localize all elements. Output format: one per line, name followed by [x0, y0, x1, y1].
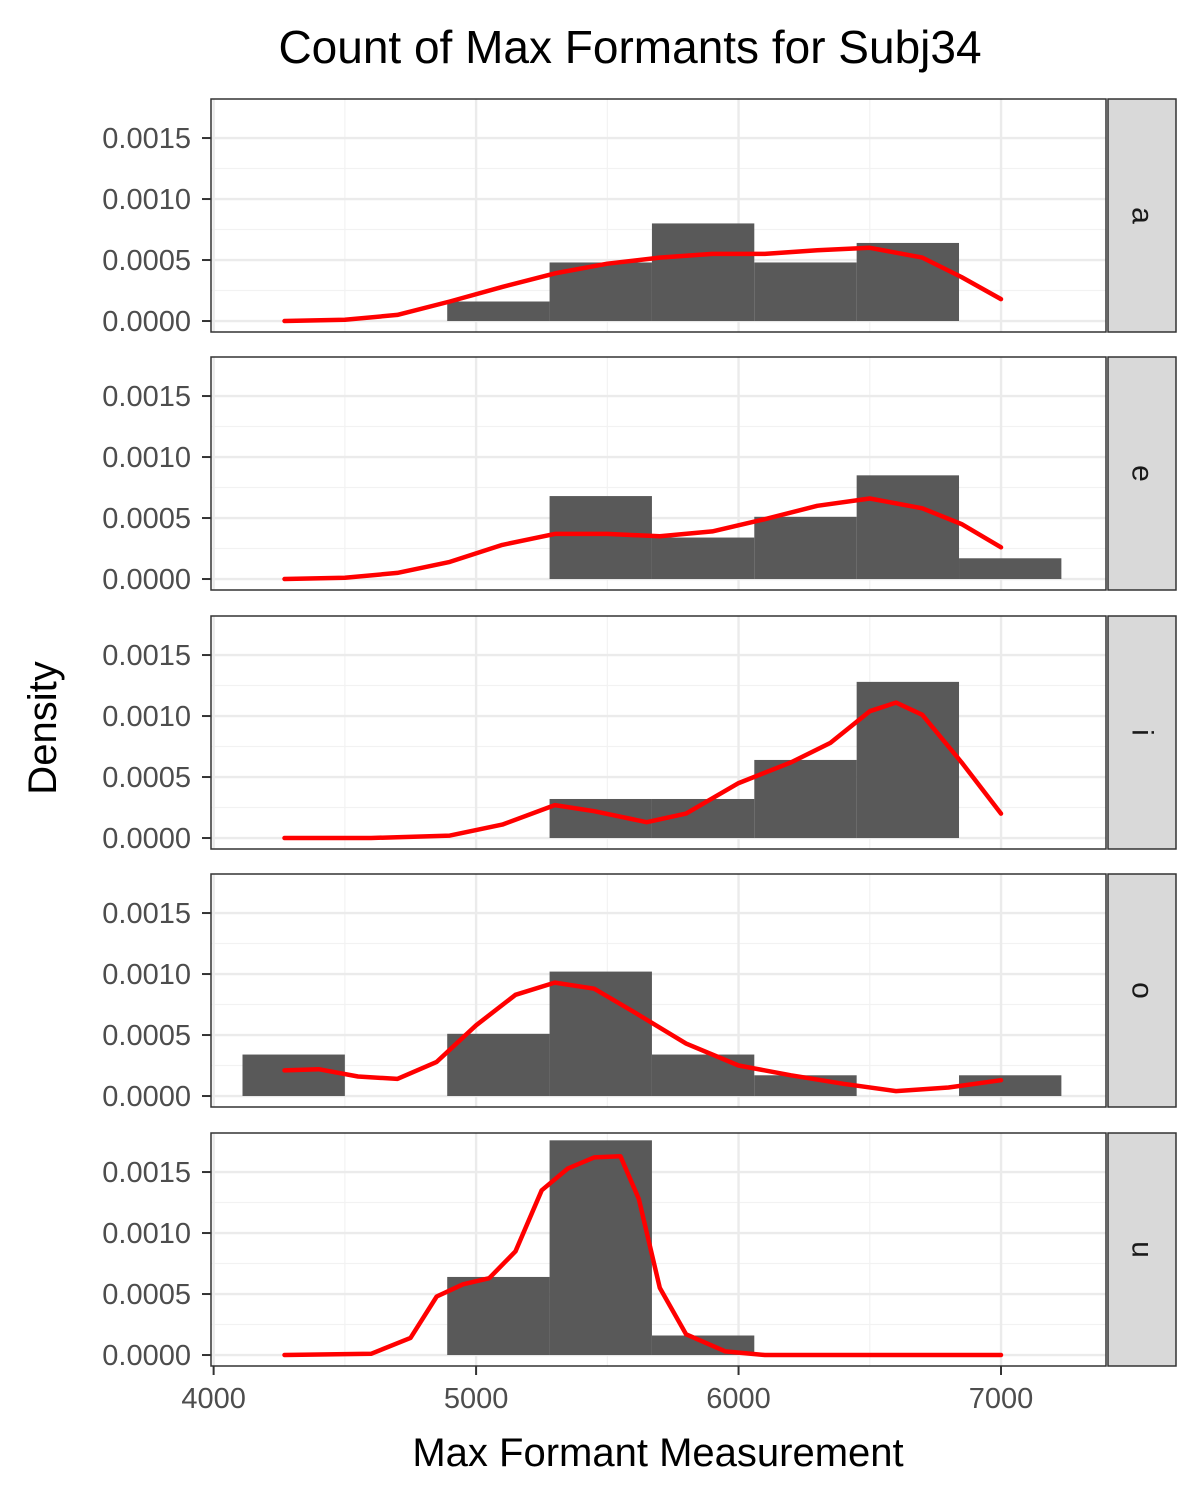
histogram-bar	[447, 1033, 550, 1097]
facet-panel-o: 0.0000 0.0005 0.0010 0.0015 o	[102, 873, 1177, 1113]
x-axis-title: Max Formant Measurement	[412, 1431, 903, 1475]
facet-strip-label: o	[1126, 982, 1159, 999]
y-tick-label: 0.0015	[102, 640, 191, 672]
chart-title: Count of Max Formants for Subj34	[278, 21, 981, 73]
histogram-bar	[651, 1054, 755, 1097]
y-tick-label: 0.0000	[102, 306, 191, 338]
histogram-bar	[959, 558, 1062, 580]
facet-strip-label: i	[1126, 729, 1159, 736]
y-tick-label: 0.0000	[102, 564, 191, 596]
density-curve	[282, 496, 1004, 582]
y-tick-label: 0.0000	[102, 1340, 191, 1372]
facet-strip	[1107, 356, 1177, 591]
histogram-bar	[651, 223, 755, 322]
histogram-bar	[754, 516, 857, 580]
y-tick-label: 0.0015	[102, 1157, 191, 1189]
facet-strip-label: e	[1126, 465, 1159, 482]
panel-border	[210, 873, 1107, 1108]
x-tick-label: 4000	[181, 1383, 246, 1415]
y-tick-label: 0.0005	[102, 1020, 191, 1052]
histogram-bar	[447, 1276, 550, 1356]
x-axis: 4000 5000 6000 7000	[181, 1366, 1033, 1415]
facet-strip	[1107, 98, 1177, 333]
facet-strip	[1107, 1132, 1177, 1367]
histogram-bar	[242, 1054, 345, 1097]
y-tick-label: 0.0010	[102, 959, 191, 991]
density-curve	[282, 1153, 1004, 1358]
density-curve	[282, 245, 1004, 324]
y-tick-label: 0.0005	[102, 245, 191, 277]
x-tick-label: 7000	[969, 1383, 1034, 1415]
facet-panels: 0.00000.00050.00100.0015a0.00000.00050.0…	[102, 98, 1177, 1372]
histogram-bar	[447, 301, 550, 322]
y-tick-label: 0.0015	[102, 898, 191, 930]
y-tick-label: 0.0005	[102, 762, 191, 794]
facet-strip-label: a	[1126, 207, 1159, 224]
y-tick-label: 0.0000	[102, 823, 191, 855]
y-tick-label: 0.0010	[102, 1218, 191, 1250]
facet-panel-u: 0.0000 0.0005 0.0010 0.0015 u	[102, 1132, 1177, 1372]
panel-border	[210, 356, 1107, 591]
density-curve	[282, 980, 1004, 1094]
facet-strip-label: u	[1126, 1241, 1159, 1258]
y-tick-label: 0.0000	[102, 1081, 191, 1113]
y-tick-label: 0.0010	[102, 442, 191, 474]
y-tick-label: 0.0010	[102, 184, 191, 216]
y-tick-label: 0.0015	[102, 123, 191, 155]
histogram-bar	[754, 262, 857, 322]
panel-border	[210, 98, 1107, 333]
histogram-bar	[549, 1140, 652, 1356]
y-tick-label: 0.0005	[102, 503, 191, 535]
facet-panel-a: 0.0000 0.0005 0.0010 0.0015 a	[102, 98, 1177, 338]
y-tick-label: 0.0005	[102, 1279, 191, 1311]
histogram-bar	[651, 537, 755, 580]
facet-strip	[1107, 873, 1177, 1108]
facet-panel-i: 0.0000 0.0005 0.0010 0.0015 i	[102, 615, 1177, 855]
density-curve	[282, 700, 1004, 841]
y-tick-label: 0.0015	[102, 381, 191, 413]
histogram-bar	[856, 475, 960, 580]
histogram-bar	[549, 496, 652, 580]
x-tick-label: 5000	[444, 1383, 509, 1415]
panel-border	[210, 615, 1107, 850]
histogram-bar	[754, 759, 857, 839]
y-axis-title: Density	[21, 661, 65, 794]
facet-strip	[1107, 615, 1177, 850]
y-tick-label: 0.0010	[102, 701, 191, 733]
x-tick-label: 6000	[706, 1383, 771, 1415]
panel-border	[210, 1132, 1107, 1367]
facet-panel-e: 0.0000 0.0005 0.0010 0.0015 e	[102, 356, 1177, 596]
histogram-bar	[856, 681, 960, 839]
